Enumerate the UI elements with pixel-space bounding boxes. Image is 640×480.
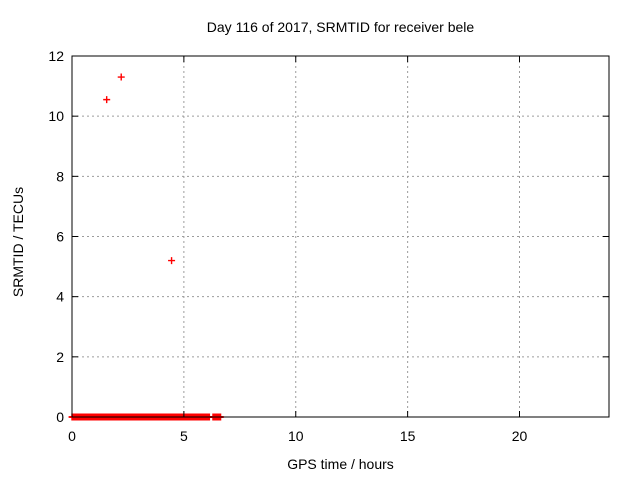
y-tick-label: 12 xyxy=(48,48,64,64)
x-tick-label: 0 xyxy=(68,428,76,444)
y-tick-label: 2 xyxy=(56,349,64,365)
y-tick-label: 0 xyxy=(56,409,64,425)
x-axis-label: GPS time / hours xyxy=(287,456,394,472)
x-tick-label: 15 xyxy=(400,428,416,444)
y-tick-label: 6 xyxy=(56,229,64,245)
x-tick-label: 5 xyxy=(180,428,188,444)
y-tick-label: 4 xyxy=(56,289,64,305)
data-point xyxy=(103,96,111,104)
y-tick-label: 10 xyxy=(48,108,64,124)
x-tick-label: 10 xyxy=(288,428,304,444)
data-point xyxy=(117,73,125,81)
y-tick-label: 8 xyxy=(56,168,64,184)
x-tick-label: 20 xyxy=(512,428,528,444)
data-point xyxy=(168,257,176,265)
chart-title: Day 116 of 2017, SRMTID for receiver bel… xyxy=(206,19,475,35)
